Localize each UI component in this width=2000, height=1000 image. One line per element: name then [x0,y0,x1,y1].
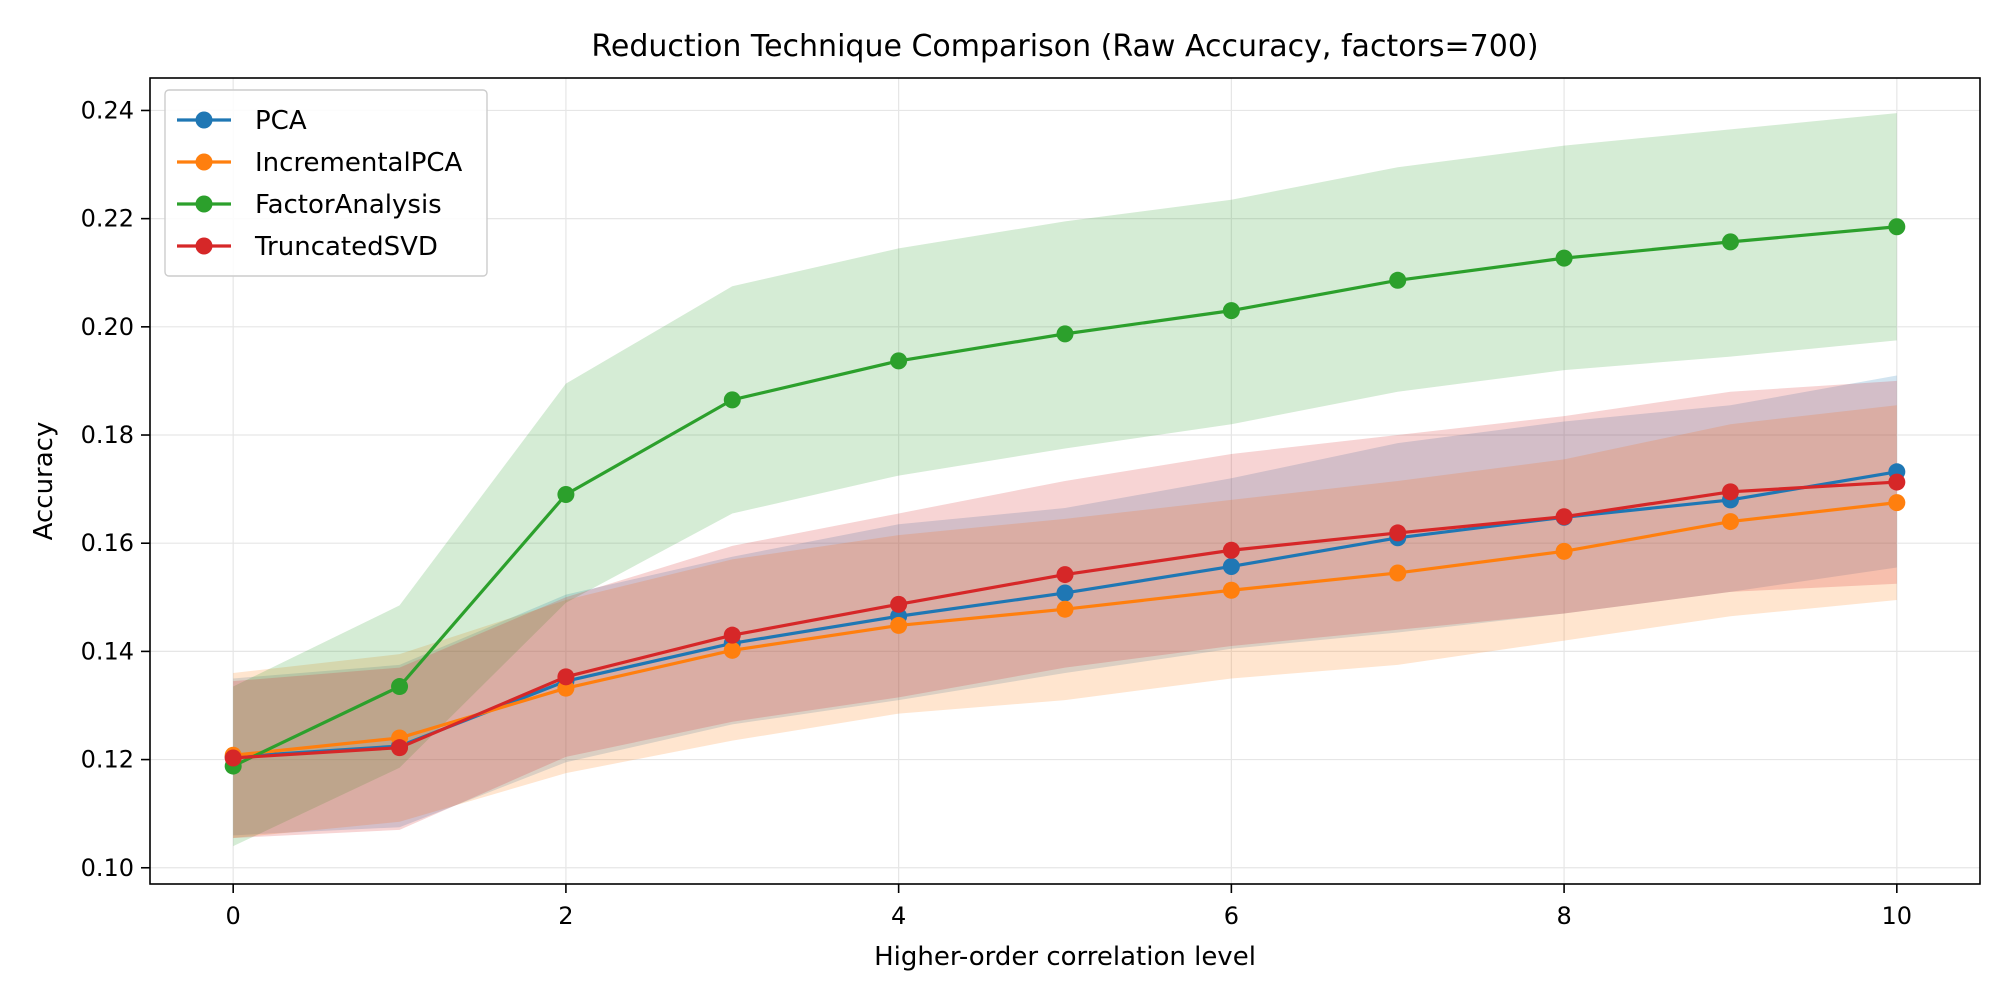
chart-title: Reduction Technique Comparison (Raw Accu… [591,29,1538,64]
y-tick-label: 0.24 [81,96,134,124]
y-tick-label: 0.10 [81,854,134,882]
point-truncatedsvd [1389,524,1407,542]
band-factoranalysis [233,113,1897,847]
series-lines [224,218,1906,775]
legend: PCA IncrementalPCA FactorAnalysis Truncated… [164,89,488,277]
x-axis-label: Higher-order correlation level [874,942,1256,972]
point-truncatedsvd [224,749,242,767]
point-incrementalpca [1056,600,1074,618]
point-truncatedsvd [557,668,575,686]
point-factoranalysis [1056,325,1074,343]
axis-ticks: 0 2 4 6 8 10 0.10 0.12 0.14 0.16 0.18 0.20 0.22 0.24 [81,96,1913,930]
y-tick-label: 0.12 [81,746,134,774]
point-truncatedsvd [890,595,908,613]
legend-label: IncrementalPCA [255,148,463,178]
y-tick-label: 0.16 [81,529,134,557]
legend-item-factoranalysis: FactorAnalysis [177,190,442,220]
y-axis-label: Accuracy [29,422,59,541]
x-tick-label: 10 [1882,902,1913,930]
plot-frame [149,77,1981,885]
point-truncatedsvd [1056,566,1074,584]
y-tick-label: 0.22 [81,205,134,233]
point-truncatedsvd [391,739,409,757]
legend-swatch-marker [195,153,213,171]
legend-swatch-marker [195,111,213,129]
y-tick-label: 0.18 [81,421,134,449]
point-incrementalpca [723,641,741,659]
band-incrementalpca [233,405,1897,839]
legend-swatch-marker [195,237,213,255]
point-factoranalysis [1888,218,1906,236]
point-factoranalysis [1555,249,1573,267]
legend-item-incrementalpca: IncrementalPCA [177,148,463,178]
x-tick-label: 8 [1556,902,1571,930]
point-factoranalysis [1721,233,1739,251]
point-truncatedsvd [1222,541,1240,559]
point-incrementalpca [1389,564,1407,582]
point-incrementalpca [1222,581,1240,599]
legend-item-pca: PCA [177,106,307,136]
legend-label: FactorAnalysis [255,190,442,220]
point-truncatedsvd [1721,483,1739,501]
point-factoranalysis [557,486,575,504]
point-incrementalpca [1721,513,1739,531]
legend-item-truncatedsvd: TruncatedSVD [177,232,438,262]
point-truncatedsvd [1888,473,1906,491]
point-factoranalysis [1222,302,1240,320]
x-tick-label: 4 [891,902,906,930]
point-incrementalpca [890,616,908,634]
x-tick-label: 2 [558,902,573,930]
point-incrementalpca [1888,494,1906,512]
point-incrementalpca [1555,542,1573,560]
x-tick-label: 6 [1224,902,1239,930]
point-pca [1222,557,1240,575]
point-truncatedsvd [723,626,741,644]
point-factoranalysis [890,352,908,370]
point-factoranalysis [723,391,741,409]
y-tick-label: 0.14 [81,637,134,665]
legend-label: PCA [255,106,307,136]
grid-layer [150,78,1980,884]
x-tick-label: 0 [226,902,241,930]
legend-label: TruncatedSVD [254,232,438,262]
point-factoranalysis [1389,271,1407,289]
point-pca [1056,584,1074,602]
point-factoranalysis [391,678,409,696]
y-tick-label: 0.20 [81,313,134,341]
legend-swatch-marker [195,195,213,213]
point-truncatedsvd [1555,508,1573,526]
legend-box [164,89,488,277]
